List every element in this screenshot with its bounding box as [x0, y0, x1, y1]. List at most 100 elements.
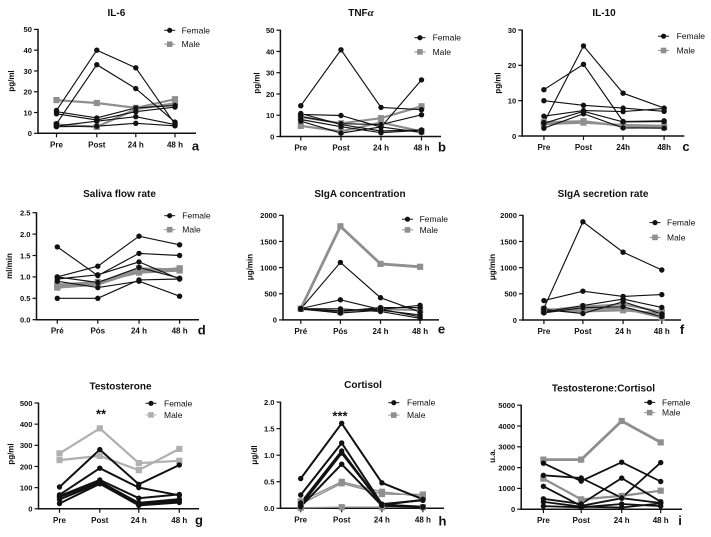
svg-text:SIgA secretion rate: SIgA secretion rate: [558, 189, 649, 200]
svg-text:Saliva flow rate: Saliva flow rate: [83, 189, 156, 200]
svg-text:Cortisol: Cortisol: [344, 380, 382, 391]
svg-text:2000: 2000: [260, 211, 277, 220]
svg-text:10: 10: [508, 96, 516, 105]
svg-text:24 h: 24 h: [131, 516, 147, 525]
svg-text:Male: Male: [667, 232, 686, 242]
svg-text:μg/dl: μg/dl: [250, 445, 259, 464]
svg-text:4000: 4000: [498, 422, 515, 431]
svg-text:1000: 1000: [260, 263, 277, 272]
svg-text:Testosterone:Cortisol: Testosterone:Cortisol: [552, 384, 655, 395]
svg-text:Pre: Pre: [537, 143, 550, 152]
svg-text:h: h: [439, 514, 447, 529]
svg-text:Post: Post: [332, 144, 350, 153]
svg-text:pg/ml: pg/ml: [7, 70, 16, 91]
svg-text:i: i: [678, 513, 682, 528]
svg-text:0.0: 0.0: [20, 316, 31, 325]
svg-text:24 h: 24 h: [614, 516, 630, 525]
svg-text:d: d: [198, 323, 206, 338]
svg-text:30: 30: [24, 67, 32, 76]
svg-text:24 h: 24 h: [128, 140, 144, 149]
svg-text:Testosterone: Testosterone: [89, 382, 151, 393]
svg-text:500: 500: [20, 399, 33, 408]
svg-text:1.5: 1.5: [264, 424, 275, 433]
svg-text:Post: Post: [574, 327, 592, 336]
svg-text:u.a.: u.a.: [488, 449, 497, 463]
svg-text:Pre: Pre: [294, 515, 307, 524]
svg-text:48 h: 48 h: [412, 327, 428, 336]
svg-text:pg/ml: pg/ml: [7, 443, 16, 464]
svg-text:Pós: Pós: [90, 327, 105, 336]
svg-text:48h: 48h: [657, 143, 671, 152]
svg-text:Female: Female: [182, 25, 211, 35]
svg-text:200: 200: [20, 462, 33, 471]
svg-text:2000: 2000: [498, 463, 515, 472]
svg-text:ml/min: ml/min: [5, 253, 14, 279]
svg-text:Post: Post: [575, 143, 593, 152]
svg-text:10: 10: [24, 108, 32, 117]
svg-text:Female: Female: [407, 398, 436, 408]
svg-text:μg/min: μg/min: [488, 254, 497, 280]
svg-text:Pré: Pré: [51, 327, 64, 336]
svg-text:IL-10: IL-10: [592, 8, 616, 19]
svg-text:500: 500: [264, 290, 277, 299]
svg-text:40: 40: [266, 47, 274, 56]
svg-text:2.5: 2.5: [20, 209, 31, 218]
svg-text:48 h: 48 h: [653, 516, 669, 525]
svg-text:Female: Female: [677, 31, 706, 41]
svg-text:a: a: [192, 139, 200, 154]
svg-text:0: 0: [273, 316, 277, 325]
svg-text:Pós: Pós: [333, 327, 348, 336]
svg-text:1000: 1000: [500, 263, 517, 272]
svg-text:100: 100: [20, 483, 33, 492]
svg-text:TNFα: TNFα: [348, 7, 374, 19]
svg-text:0: 0: [512, 132, 516, 141]
svg-text:1500: 1500: [500, 237, 517, 246]
svg-text:20: 20: [508, 61, 516, 70]
svg-text:20: 20: [24, 88, 32, 97]
svg-text:SIgA concentration: SIgA concentration: [314, 189, 405, 200]
svg-text:0: 0: [511, 505, 515, 514]
svg-text:IL-6: IL-6: [108, 8, 126, 19]
svg-text:Post: Post: [88, 140, 106, 149]
svg-text:Female: Female: [164, 398, 193, 408]
svg-text:24 h: 24 h: [131, 327, 147, 336]
svg-text:30: 30: [508, 26, 516, 35]
svg-text:Post: Post: [333, 515, 351, 524]
svg-text:20: 20: [266, 90, 274, 99]
svg-text:400: 400: [20, 420, 33, 429]
svg-text:0.5: 0.5: [264, 478, 275, 487]
svg-text:**: **: [96, 406, 107, 421]
svg-text:g: g: [195, 513, 203, 528]
svg-text:μg/min: μg/min: [246, 254, 255, 280]
svg-text:24 h: 24 h: [615, 327, 631, 336]
svg-text:24 h: 24 h: [373, 144, 389, 153]
svg-text:Post: Post: [91, 516, 109, 525]
svg-text:1.0: 1.0: [20, 273, 31, 282]
svg-text:2.0: 2.0: [264, 398, 275, 407]
svg-text:0: 0: [28, 505, 32, 514]
svg-text:Male: Male: [164, 410, 183, 420]
svg-text:48 h: 48 h: [171, 516, 187, 525]
svg-text:Female: Female: [433, 33, 462, 43]
svg-text:Post: Post: [573, 516, 591, 525]
svg-text:pg/ml: pg/ml: [253, 72, 262, 93]
svg-text:5000: 5000: [498, 401, 515, 410]
svg-text:1.5: 1.5: [20, 251, 31, 260]
svg-text:50: 50: [24, 25, 32, 34]
svg-text:Pre: Pre: [294, 144, 307, 153]
svg-text:48 h: 48 h: [413, 144, 429, 153]
svg-text:c: c: [682, 139, 689, 154]
svg-text:48 h: 48 h: [172, 327, 188, 336]
svg-text:500: 500: [504, 290, 517, 299]
svg-text:pg/ml: pg/ml: [494, 72, 503, 93]
svg-text:0: 0: [28, 129, 32, 138]
svg-text:Pre: Pre: [50, 140, 63, 149]
svg-text:0.5: 0.5: [20, 294, 31, 303]
svg-text:Pré: Pré: [294, 327, 307, 336]
svg-text:0.0: 0.0: [264, 504, 275, 513]
svg-text:10: 10: [266, 111, 274, 120]
svg-text:Female: Female: [420, 214, 449, 224]
svg-text:Male: Male: [420, 225, 439, 235]
svg-text:Male: Male: [662, 408, 681, 418]
svg-text:24 h: 24 h: [374, 515, 390, 524]
